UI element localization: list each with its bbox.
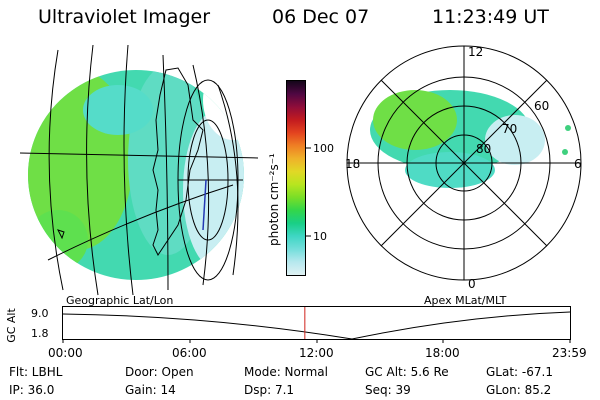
ip-value: IP: 36.0 bbox=[9, 383, 55, 397]
colorbar-tick-100: 100 bbox=[313, 142, 334, 155]
glat-value: GLat: -67.1 bbox=[486, 365, 553, 379]
lat-lon-grid bbox=[19, 44, 259, 296]
time-tick-2359: 23:59 bbox=[552, 346, 587, 360]
mlt-label-18: 18 bbox=[345, 157, 360, 171]
altitude-tick-1-8: 1.8 bbox=[31, 327, 49, 340]
gain-value: Gain: 14 bbox=[125, 383, 176, 397]
colorbar-unit-label: photon cm⁻²s⁻¹ bbox=[267, 153, 281, 246]
altitude-curve bbox=[62, 311, 571, 340]
geographic-caption: Geographic Lat/Lon bbox=[66, 294, 174, 307]
gc-alt-value: GC Alt: 5.6 Re bbox=[365, 365, 449, 379]
image-time: 11:23:49 UT bbox=[432, 6, 549, 28]
polar-grid bbox=[346, 45, 582, 281]
mlat-label-60: 60 bbox=[534, 99, 549, 113]
auroral-emission-image bbox=[28, 70, 244, 280]
mlt-label-0: 0 bbox=[468, 277, 476, 291]
polar-caption: Apex MLat/MLT bbox=[424, 294, 507, 307]
time-tick-18: 18:00 bbox=[425, 346, 460, 360]
altitude-tick-9: 9.0 bbox=[31, 307, 49, 320]
polar-mlat-mlt-panel: 12 18 6 0 80 70 60 bbox=[345, 45, 582, 291]
mlt-label-12: 12 bbox=[468, 45, 483, 59]
mlat-label-70: 70 bbox=[502, 122, 517, 136]
mode-value: Mode: Normal bbox=[244, 365, 328, 379]
time-tick-12: 12:00 bbox=[299, 346, 334, 360]
spacecraft-track bbox=[202, 179, 207, 231]
time-tick-00: 00:00 bbox=[48, 346, 83, 360]
geographic-map-panel bbox=[19, 44, 259, 296]
altitude-y-label: GC Alt bbox=[4, 308, 18, 343]
mlt-label-6: 6 bbox=[574, 157, 582, 171]
altitude-strip-plot bbox=[62, 306, 571, 343]
coastline bbox=[57, 67, 204, 256]
glon-value: GLon: 85.2 bbox=[486, 383, 552, 397]
seq-value: Seq: 39 bbox=[365, 383, 411, 397]
colorbar-ticks: 100 10 bbox=[305, 142, 334, 243]
colorbar bbox=[286, 80, 306, 276]
image-date: 06 Dec 07 bbox=[272, 6, 370, 28]
colorbar-gradient bbox=[287, 81, 305, 275]
mlat-label-80: 80 bbox=[476, 142, 491, 156]
door-status: Door: Open bbox=[125, 365, 194, 379]
colorbar-tick-10: 10 bbox=[313, 230, 327, 243]
app-title: Ultraviolet Imager bbox=[38, 6, 211, 28]
filter-value: Flt: LBHL bbox=[9, 365, 63, 379]
time-tick-06: 06:00 bbox=[172, 346, 207, 360]
dsp-value: Dsp: 7.1 bbox=[244, 383, 295, 397]
